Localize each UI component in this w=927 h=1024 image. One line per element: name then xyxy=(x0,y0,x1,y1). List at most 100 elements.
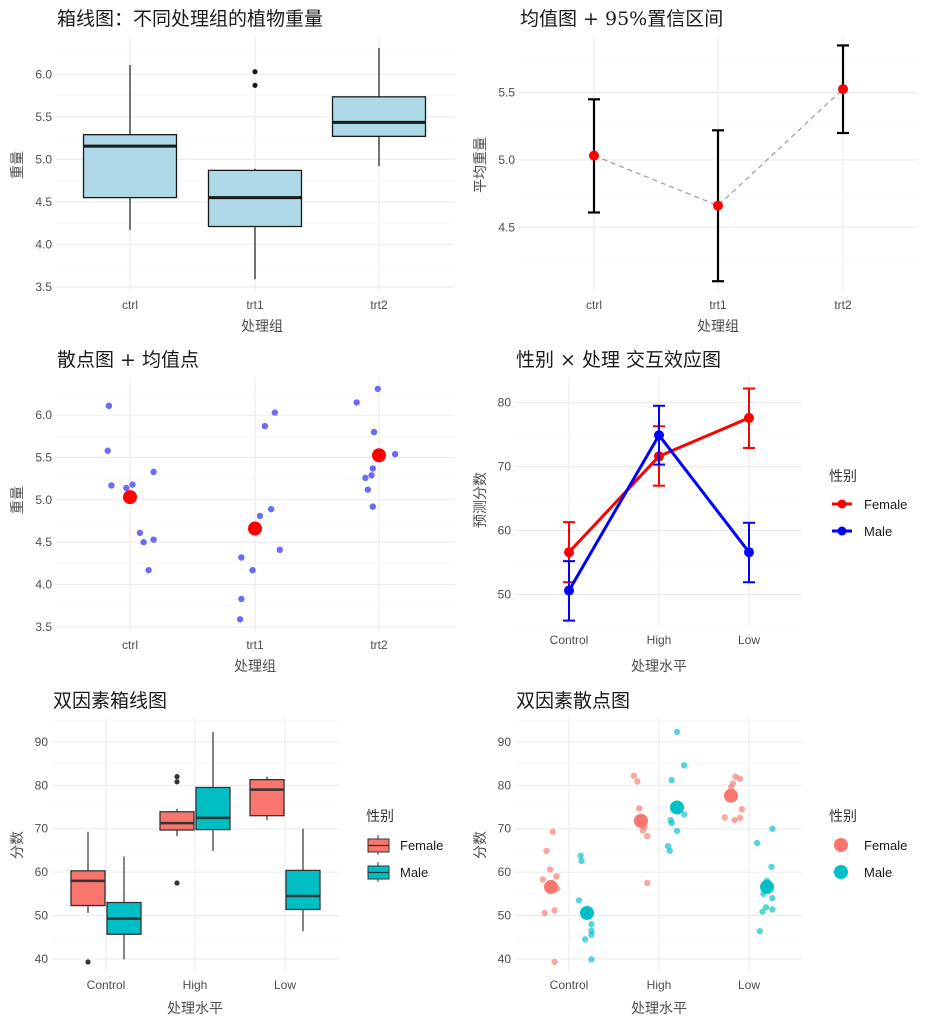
data-point xyxy=(539,876,547,883)
y-tick-label: 80 xyxy=(35,778,49,792)
data-point xyxy=(353,399,360,406)
data-point xyxy=(271,409,279,416)
legend-item-male: Male xyxy=(834,865,892,880)
data-point xyxy=(238,554,245,561)
data-point xyxy=(256,512,264,520)
data-point xyxy=(673,728,681,736)
legend-label: Female xyxy=(864,497,907,512)
data-point xyxy=(736,775,744,782)
mean-point xyxy=(760,879,774,894)
legend-title: 性别 xyxy=(366,809,394,825)
data-point xyxy=(129,481,136,488)
y-axis-title: 重量 xyxy=(10,151,26,179)
chart-title: 散点图 + 均值点 xyxy=(57,349,199,371)
outlier-point xyxy=(85,959,91,965)
data-point xyxy=(105,402,113,410)
data-point xyxy=(238,595,245,603)
marks xyxy=(82,47,427,280)
legend-item-male: Male xyxy=(832,524,892,539)
data-point xyxy=(588,931,595,938)
y-tick-label: 70 xyxy=(498,460,512,474)
data-point xyxy=(582,936,589,943)
y-tick-labels: 50 60 70 80 xyxy=(498,396,512,602)
box xyxy=(285,828,321,932)
mean-point xyxy=(372,448,386,463)
data-point xyxy=(368,472,375,479)
data-point xyxy=(150,468,157,476)
y-tick-label: 40 xyxy=(498,952,512,966)
x-tick-label: trt1 xyxy=(246,298,264,312)
mean-connector-line xyxy=(593,88,844,207)
y-tick-label: 5.0 xyxy=(35,493,52,507)
data-point xyxy=(634,778,641,785)
data-point xyxy=(123,484,130,492)
box xyxy=(106,856,142,960)
y-tick-labels: 3.5 4.0 4.5 5.0 5.5 6.0 xyxy=(35,408,52,634)
series-point xyxy=(654,430,664,441)
data-point xyxy=(738,805,745,813)
mean-point xyxy=(580,905,594,920)
data-point xyxy=(543,847,550,855)
data-point xyxy=(140,538,147,546)
box xyxy=(249,776,285,821)
data-point xyxy=(551,958,558,966)
data-point xyxy=(261,422,269,430)
y-tick-label: 4.0 xyxy=(35,578,52,592)
y-tick-label: 80 xyxy=(498,396,512,410)
data-point xyxy=(546,866,554,873)
panel-boxplot-weight: 3.5 4.0 4.5 5.0 5.5 6.0 ctrl trt1 trt2 箱线图：不同处理… xyxy=(10,8,455,335)
legend: 性别 Female Male xyxy=(829,809,907,880)
data-point xyxy=(673,827,681,835)
y-tick-label: 90 xyxy=(498,735,512,749)
series-male xyxy=(563,404,755,622)
data-point xyxy=(267,505,275,513)
panel-interaction: 50 60 70 80 Control High Low 性别 × 处理 交互效应图 处理… xyxy=(473,349,907,675)
box xyxy=(70,831,106,965)
data-point xyxy=(731,816,738,824)
grid xyxy=(56,377,455,632)
x-axis-title: 处理水平 xyxy=(167,1001,223,1017)
data-point xyxy=(588,921,595,928)
x-tick-label: ctrl xyxy=(122,298,138,312)
x-tick-label: Control xyxy=(550,633,589,647)
legend-label: Male xyxy=(400,865,428,880)
box-body xyxy=(70,870,106,907)
data-point xyxy=(759,908,766,915)
chart-title: 性别 × 处理 交互效应图 xyxy=(516,349,721,371)
y-tick-label: 6.0 xyxy=(35,408,52,422)
outlier-point xyxy=(252,69,258,75)
mean-point xyxy=(670,800,684,815)
x-tick-labels: ctrl trt1 trt2 xyxy=(122,638,388,652)
x-axis-title: 处理组 xyxy=(697,319,739,335)
x-tick-label: Control xyxy=(87,978,126,992)
data-point xyxy=(549,828,556,835)
data-point xyxy=(577,852,584,859)
y-tick-label: 3.5 xyxy=(35,280,52,294)
y-tick-label: 50 xyxy=(498,909,512,923)
data-point xyxy=(276,546,283,554)
data-point xyxy=(769,825,776,832)
legend-label: Female xyxy=(864,838,907,853)
x-tick-labels: Control High Low xyxy=(550,978,761,992)
data-point xyxy=(644,832,651,840)
data-point xyxy=(249,566,256,574)
panel-mean-ci: 4.5 5.0 5.5 ctrl trt1 trt2 均值图 + 95%置信区间 处理组… xyxy=(473,8,918,335)
legend-label: Female xyxy=(400,838,443,853)
y-tick-label: 60 xyxy=(498,865,512,879)
data-point xyxy=(762,904,770,911)
x-tick-label: ctrl xyxy=(122,638,138,652)
y-axis-title: 分数 xyxy=(473,831,489,859)
data-point xyxy=(721,814,728,821)
y-tick-label: 70 xyxy=(498,822,512,836)
data-point xyxy=(108,482,115,489)
y-tick-labels: 40 50 60 70 80 90 xyxy=(35,735,49,966)
x-tick-label: Low xyxy=(274,978,296,992)
series-point xyxy=(564,547,574,558)
data-point xyxy=(630,772,637,779)
box-body xyxy=(195,786,231,831)
legend-label: Male xyxy=(864,524,892,539)
x-tick-label: trt1 xyxy=(709,298,727,312)
y-tick-labels: 3.5 4.0 4.5 5.0 5.5 6.0 xyxy=(35,67,52,294)
box-body xyxy=(82,134,178,199)
x-tick-label: Low xyxy=(738,633,760,647)
